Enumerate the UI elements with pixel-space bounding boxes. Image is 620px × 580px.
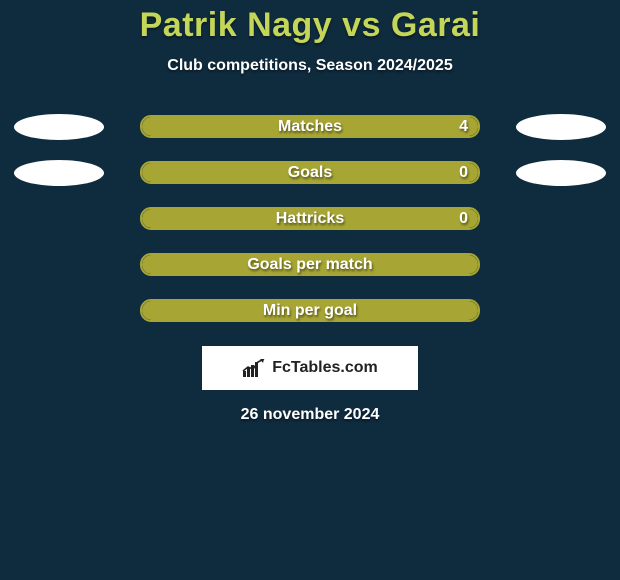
stat-bar [140,299,480,322]
stat-row: Matches4 [0,115,620,138]
stat-value: 0 [459,207,468,230]
stat-bar-fill [142,209,478,228]
page-title: Patrik Nagy vs Garai [140,6,481,45]
stat-value: 4 [459,115,468,138]
stat-bar [140,207,480,230]
stat-row: Goals0 [0,161,620,184]
subtitle: Club competitions, Season 2024/2025 [167,57,452,75]
stat-value: 0 [459,161,468,184]
left-ellipse [14,114,104,140]
stat-bar [140,161,480,184]
infographic-content: Patrik Nagy vs Garai Club competitions, … [0,0,620,580]
stat-bar-fill [142,117,478,136]
right-ellipse [516,160,606,186]
source-badge-text: FcTables.com [272,359,378,377]
stat-bar-fill [142,301,478,320]
left-ellipse [14,160,104,186]
stat-bar [140,115,480,138]
stat-bar [140,253,480,276]
stat-row: Hattricks0 [0,207,620,230]
stat-row: Min per goal [0,299,620,322]
stat-row: Goals per match [0,253,620,276]
chart-icon [242,359,266,377]
stat-rows: Matches4 Goals0 Hattricks0 Goals per match M… [0,115,620,322]
stat-bar-fill [142,163,478,182]
right-ellipse [516,114,606,140]
date-text: 26 november 2024 [241,406,380,424]
stat-bar-fill [142,255,478,274]
source-badge: FcTables.com [202,346,418,390]
